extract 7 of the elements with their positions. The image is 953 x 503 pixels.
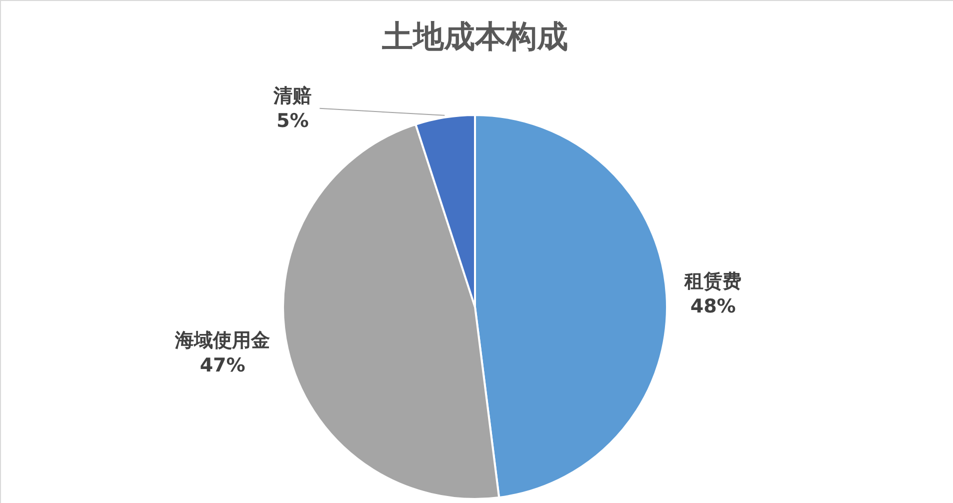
data-label: 5% [276,110,309,132]
slice-label: 海域使用金 [174,329,270,352]
slice-label: 清赔 [272,84,312,107]
data-label: 48% [690,295,736,318]
slice-label: 租赁费 [684,270,742,292]
data-label: 47% [200,354,246,376]
chart-title: 土地成本构成 [381,19,568,55]
